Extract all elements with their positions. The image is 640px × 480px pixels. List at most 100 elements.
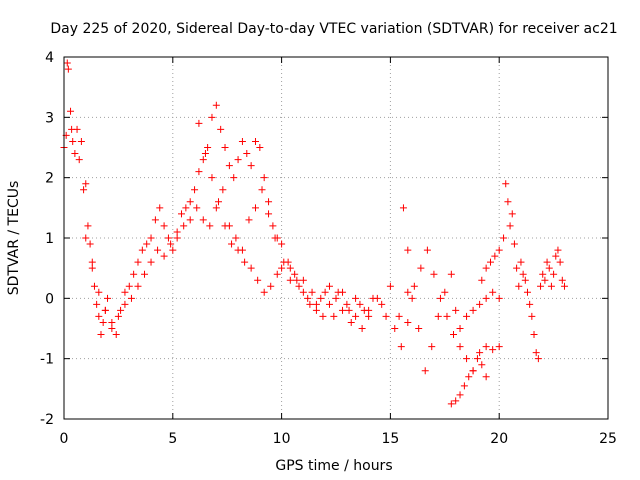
data-point bbox=[273, 270, 281, 278]
data-point bbox=[373, 294, 381, 302]
data-point bbox=[199, 216, 207, 224]
y-tick-label: 3 bbox=[45, 110, 54, 126]
data-point bbox=[69, 137, 77, 145]
chart-title: Day 225 of 2020, Sidereal Day-to-day VTE… bbox=[50, 21, 617, 37]
data-point bbox=[243, 150, 251, 158]
data-point bbox=[225, 162, 233, 170]
data-point bbox=[125, 282, 133, 290]
data-point bbox=[495, 246, 503, 254]
data-point bbox=[134, 258, 142, 266]
data-point bbox=[543, 258, 551, 266]
data-point bbox=[234, 246, 242, 254]
data-point bbox=[489, 288, 497, 296]
data-point bbox=[280, 258, 288, 266]
data-point bbox=[382, 312, 390, 320]
data-point bbox=[121, 300, 129, 308]
data-point bbox=[173, 234, 181, 242]
data-point bbox=[164, 234, 172, 242]
data-point bbox=[180, 222, 188, 230]
series-track-5 bbox=[447, 355, 490, 408]
data-point bbox=[545, 264, 553, 272]
data-point bbox=[251, 137, 259, 145]
data-point bbox=[104, 294, 112, 302]
data-point bbox=[339, 306, 347, 314]
data-point bbox=[358, 325, 366, 332]
data-point bbox=[510, 240, 518, 248]
data-point bbox=[206, 222, 214, 230]
data-point bbox=[80, 186, 88, 194]
data-point bbox=[325, 300, 333, 308]
data-point bbox=[247, 162, 255, 170]
data-point bbox=[86, 240, 94, 248]
data-point bbox=[515, 282, 523, 290]
data-point bbox=[201, 150, 209, 158]
data-point bbox=[308, 288, 316, 296]
data-point bbox=[482, 343, 490, 351]
data-point bbox=[502, 180, 510, 188]
data-point bbox=[378, 300, 386, 308]
data-point bbox=[191, 186, 199, 194]
grid bbox=[64, 57, 608, 419]
data-point bbox=[521, 276, 529, 284]
data-point bbox=[286, 276, 294, 284]
data-point bbox=[99, 318, 107, 326]
data-point bbox=[169, 246, 177, 254]
data-point bbox=[228, 240, 236, 248]
data-point bbox=[101, 306, 109, 314]
data-point bbox=[221, 222, 229, 230]
data-point bbox=[251, 204, 259, 212]
data-point bbox=[64, 65, 72, 73]
data-point bbox=[417, 264, 425, 272]
data-point bbox=[291, 270, 299, 278]
data-point bbox=[352, 294, 360, 302]
data-point bbox=[478, 361, 486, 369]
data-point bbox=[447, 400, 455, 408]
y-axis-label: SDTVAR / TECUs bbox=[6, 181, 22, 296]
data-point bbox=[178, 210, 186, 218]
data-point bbox=[465, 373, 473, 381]
data-point bbox=[127, 294, 135, 302]
x-tick-label: 10 bbox=[273, 431, 291, 447]
data-point bbox=[325, 282, 333, 290]
data-point bbox=[241, 258, 249, 266]
data-point bbox=[430, 270, 438, 278]
data-point bbox=[238, 137, 246, 145]
data-point bbox=[245, 216, 253, 224]
data-point bbox=[469, 367, 477, 375]
data-point bbox=[330, 312, 338, 320]
data-points bbox=[60, 59, 568, 408]
data-point bbox=[452, 397, 460, 405]
data-point bbox=[404, 288, 412, 296]
data-point bbox=[219, 186, 227, 194]
data-point bbox=[82, 180, 90, 188]
data-point bbox=[267, 282, 275, 290]
data-point bbox=[260, 174, 268, 182]
data-point bbox=[306, 300, 314, 308]
data-point bbox=[182, 204, 190, 212]
data-point bbox=[108, 318, 116, 326]
x-axis-label: GPS time / hours bbox=[275, 458, 392, 474]
data-point bbox=[204, 144, 212, 151]
data-point bbox=[265, 210, 273, 218]
data-point bbox=[339, 288, 347, 296]
data-point bbox=[208, 174, 216, 182]
data-point bbox=[519, 270, 527, 278]
data-point bbox=[295, 282, 303, 290]
data-point bbox=[134, 282, 142, 290]
data-point bbox=[138, 246, 146, 254]
data-point bbox=[343, 300, 351, 308]
data-point bbox=[186, 198, 194, 206]
data-point bbox=[352, 312, 360, 320]
data-point bbox=[151, 216, 159, 224]
data-point bbox=[397, 343, 405, 351]
series-track-4 bbox=[399, 204, 503, 375]
series-track-3 bbox=[195, 119, 373, 332]
data-point bbox=[513, 264, 521, 272]
data-point bbox=[112, 331, 120, 339]
data-point bbox=[247, 264, 255, 272]
series-track-6 bbox=[478, 180, 568, 363]
data-point bbox=[312, 306, 320, 314]
data-point bbox=[508, 210, 516, 218]
data-point bbox=[332, 294, 340, 302]
y-tick-label: -2 bbox=[40, 412, 54, 428]
